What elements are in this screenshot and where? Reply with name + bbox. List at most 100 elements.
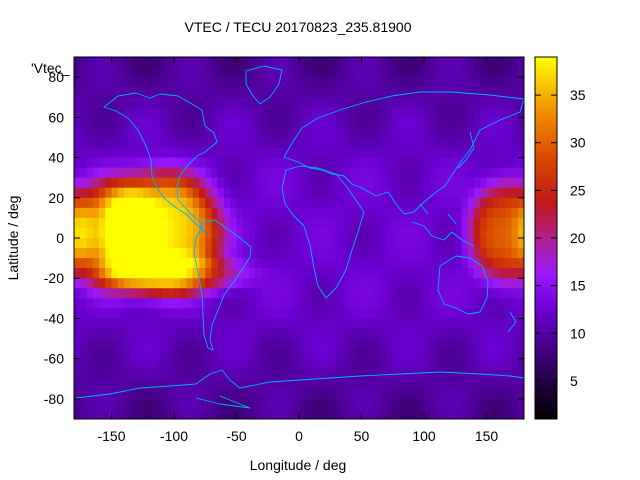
heatmap-cell xyxy=(386,177,394,189)
heatmap-cell xyxy=(480,238,488,249)
heatmap-cell xyxy=(399,388,406,400)
heatmap-cell xyxy=(349,217,356,229)
heatmap-cell xyxy=(436,348,444,360)
heatmap-cell xyxy=(436,328,444,340)
heatmap-cell xyxy=(511,57,519,68)
heatmap-cell xyxy=(386,77,394,88)
heatmap-cell xyxy=(486,368,494,380)
heatmap-cell xyxy=(480,388,488,400)
heatmap-cell xyxy=(374,67,381,78)
heatmap-cell xyxy=(436,308,444,320)
heatmap-cell xyxy=(211,187,219,199)
heatmap-cell xyxy=(305,318,313,330)
heatmap-cell xyxy=(299,77,306,88)
heatmap-cell xyxy=(105,127,113,139)
heatmap-cell xyxy=(117,378,125,390)
heatmap-cell xyxy=(505,238,513,249)
heatmap-cell xyxy=(311,348,319,360)
heatmap-cell xyxy=(436,378,444,390)
heatmap-cell xyxy=(236,268,244,279)
heatmap-cell xyxy=(374,127,381,139)
heatmap-cell xyxy=(167,288,175,299)
heatmap-cell xyxy=(317,127,325,139)
heatmap-cell xyxy=(236,328,244,340)
heatmap-cell xyxy=(86,328,94,340)
heatmap-cell xyxy=(455,97,463,108)
heatmap-cell xyxy=(386,137,394,149)
heatmap-cell xyxy=(155,368,163,380)
heatmap-cell xyxy=(417,368,425,380)
heatmap-cell xyxy=(255,217,263,229)
heatmap-cell xyxy=(292,97,300,108)
heatmap-cell xyxy=(455,358,463,370)
heatmap-cell xyxy=(117,358,125,370)
heatmap-cell xyxy=(392,238,400,249)
heatmap-cell xyxy=(280,217,288,229)
heatmap-cell xyxy=(161,278,169,289)
heatmap-cell xyxy=(86,197,94,209)
heatmap-cell xyxy=(461,238,469,249)
heatmap-cell xyxy=(205,137,213,149)
heatmap-cell xyxy=(111,77,119,88)
heatmap-cell xyxy=(280,227,288,239)
heatmap-cell xyxy=(199,137,206,149)
heatmap-cell xyxy=(392,358,400,370)
heatmap-cell xyxy=(149,368,156,380)
heatmap-cell xyxy=(242,268,250,279)
heatmap-cell xyxy=(111,328,119,340)
heatmap-cell xyxy=(211,67,219,78)
heatmap-cell xyxy=(517,97,524,108)
heatmap-cell xyxy=(342,127,350,139)
heatmap-cell xyxy=(92,378,100,390)
heatmap-cell xyxy=(149,268,156,279)
heatmap-cell xyxy=(180,77,188,88)
heatmap-cell xyxy=(80,368,88,380)
heatmap-cell xyxy=(517,107,524,118)
heatmap-cell xyxy=(355,187,363,199)
heatmap-cell xyxy=(180,248,188,259)
heatmap-cell xyxy=(274,348,281,360)
heatmap-cell xyxy=(236,207,244,219)
heatmap-cell xyxy=(255,348,263,360)
heatmap-cell xyxy=(167,368,175,380)
heatmap-cell xyxy=(330,338,338,350)
heatmap-cell xyxy=(480,87,488,98)
heatmap-cell xyxy=(442,308,450,320)
heatmap-cell xyxy=(130,77,138,88)
heatmap-cell xyxy=(492,358,500,370)
heatmap-cell xyxy=(355,288,363,299)
heatmap-cell xyxy=(274,288,281,299)
heatmap-cell xyxy=(230,137,238,149)
heatmap-cell xyxy=(105,147,113,159)
heatmap-cell xyxy=(136,268,144,279)
heatmap-cell xyxy=(355,318,363,330)
heatmap-cell xyxy=(261,238,269,249)
heatmap-cell xyxy=(424,97,431,108)
heatmap-cell xyxy=(405,187,413,199)
heatmap-cell xyxy=(311,207,319,219)
heatmap-cell xyxy=(211,248,219,259)
heatmap-cell xyxy=(74,408,81,419)
heatmap-cell xyxy=(136,358,144,370)
heatmap-cell xyxy=(299,147,306,159)
heatmap-cell xyxy=(199,408,206,419)
heatmap-cell xyxy=(130,248,138,259)
heatmap-cell xyxy=(317,278,325,289)
heatmap-cell xyxy=(411,227,419,239)
heatmap-cell xyxy=(417,67,425,78)
heatmap-cell xyxy=(467,258,475,269)
heatmap-cell xyxy=(205,107,213,118)
heatmap-cell xyxy=(236,358,244,370)
heatmap-cell xyxy=(417,398,425,410)
x-axis-label: Longitude / deg xyxy=(250,457,347,473)
heatmap-cell xyxy=(211,177,219,189)
heatmap-cell xyxy=(86,67,94,78)
heatmap-cell xyxy=(336,358,344,370)
heatmap-cell xyxy=(130,207,138,219)
heatmap-cell xyxy=(192,358,200,370)
heatmap-cell xyxy=(342,137,350,149)
heatmap-cell xyxy=(167,127,175,139)
heatmap-cell xyxy=(449,268,456,279)
heatmap-cell xyxy=(342,318,350,330)
heatmap-cell xyxy=(405,268,413,279)
